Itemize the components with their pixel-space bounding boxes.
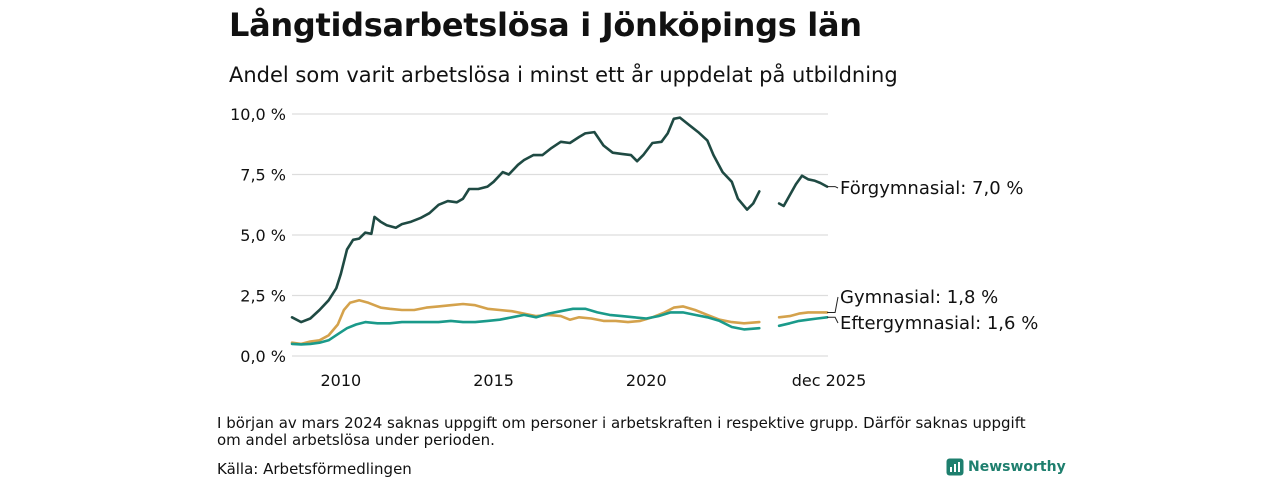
series-end-labels: Förgymnasial: 7,0 % Gymnasial: 1,8 % Efter… xyxy=(827,178,1038,334)
series-label-förgymnasial: Förgymnasial: 7,0 % xyxy=(840,178,1024,199)
series-label-eftergymnasial: Eftergymnasial: 1,6 % xyxy=(840,313,1038,334)
x-tick-label: 2020 xyxy=(626,371,667,390)
x-tick-label: 2010 xyxy=(321,371,362,390)
series-line-eftergymnasial xyxy=(777,316,829,328)
newsworthy-chart-icon xyxy=(946,458,964,476)
series-line-gymnasial xyxy=(777,311,829,319)
series-line-förgymnasial xyxy=(290,116,761,324)
chart-subtitle: Andel som varit arbetslösa i minst ett å… xyxy=(229,63,898,87)
y-tick-label: 5,0 % xyxy=(240,226,286,245)
x-tick-label: 2015 xyxy=(473,371,514,390)
y-gridlines xyxy=(292,113,828,357)
x-tick-label: dec 2025 xyxy=(792,371,867,390)
series-line-gymnasial xyxy=(290,299,761,346)
leader-line xyxy=(827,296,839,313)
y-tick-label: 2,5 % xyxy=(240,287,286,306)
line-chart: 0,0 % 2,5 % 5,0 % 7,5 % 10,0 % 2010 2015 2020 d… xyxy=(230,105,1038,390)
y-tick-label: 10,0 % xyxy=(230,105,286,124)
series-label-gymnasial: Gymnasial: 1,8 % xyxy=(840,287,998,308)
chart-title: Långtidsarbetslösa i Jönköpings län xyxy=(229,6,862,44)
brand-name: Newsworthy xyxy=(968,459,1066,475)
series-lines xyxy=(290,116,829,346)
newsworthy-logo[interactable]: Newsworthy xyxy=(946,458,1066,476)
source-note: Källa: Arbetsförmedlingen xyxy=(217,460,412,478)
y-tick-label: 0,0 % xyxy=(240,347,286,366)
y-axis-tick-labels: 0,0 % 2,5 % 5,0 % 7,5 % 10,0 % xyxy=(230,105,286,366)
leader-line xyxy=(827,316,839,324)
series-line-förgymnasial xyxy=(777,174,829,208)
leader-line xyxy=(827,186,839,189)
footnote: I början av mars 2024 saknas uppgift om … xyxy=(217,414,1026,449)
y-tick-label: 7,5 % xyxy=(240,166,286,185)
series-line-eftergymnasial xyxy=(290,307,761,346)
x-axis-tick-labels: 2010 2015 2020 dec 2025 xyxy=(321,371,867,390)
